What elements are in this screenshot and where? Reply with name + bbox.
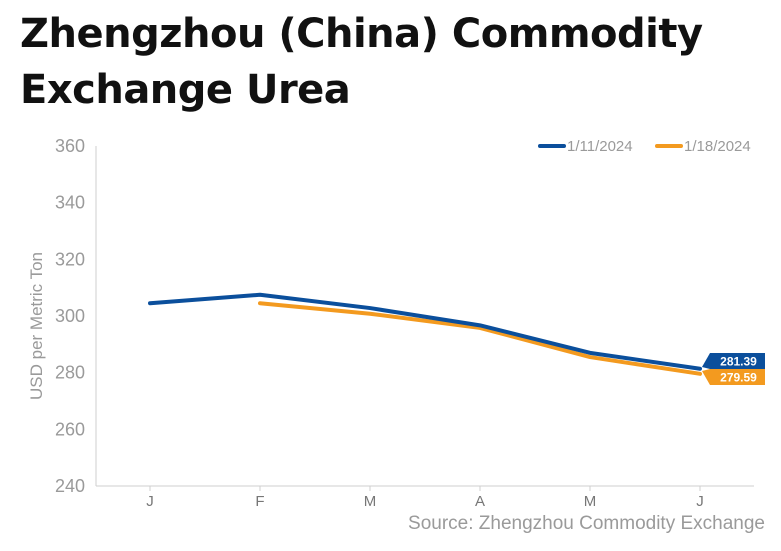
chart-legend: 1/11/2024 1/18/2024 [538,138,751,155]
end-label-text: 281.39 [720,355,757,369]
end-label-box [702,369,765,385]
y-tick-label: 300 [55,306,85,326]
y-tick-label: 280 [55,363,85,383]
chart-title: Zhengzhou (China) Commodity Exchange Ure… [20,6,770,118]
end-value-labels: 281.39 279.59 [702,353,765,385]
y-axis-label: USD per Metric Ton [27,252,46,400]
end-label-0: 281.39 [702,353,765,369]
x-tick-label: F [255,493,264,510]
y-tick-label: 360 [55,136,85,156]
end-label-box [702,353,765,369]
x-tick-label: A [475,493,485,510]
y-tick-label: 340 [55,193,85,213]
chart-title-line-2: Exchange Urea [20,67,351,113]
x-tick-label: J [146,493,154,510]
y-tick-label: 240 [55,476,85,496]
y-tick-label: 260 [55,419,85,439]
x-tick-label: M [584,493,597,510]
series-line-1 [258,301,702,376]
x-tick-label: M [364,493,377,510]
source-note: Source: Zhengzhou Commodity Exchange [408,513,765,534]
chart-axes [95,146,754,487]
y-tick-label: 320 [55,249,85,269]
y-axis-ticks: 240 260 280 300 320 340 360 [55,136,85,496]
legend-label-1: 1/18/2024 [684,138,751,155]
chart-series [148,292,702,376]
end-label-1: 279.59 [702,369,765,385]
x-tick-label: J [696,493,704,510]
legend-label-0: 1/11/2024 [567,138,633,155]
chart-title-line-1: Zhengzhou (China) Commodity [20,11,703,57]
series-line-0 [148,292,702,371]
end-label-text: 279.59 [720,371,757,385]
